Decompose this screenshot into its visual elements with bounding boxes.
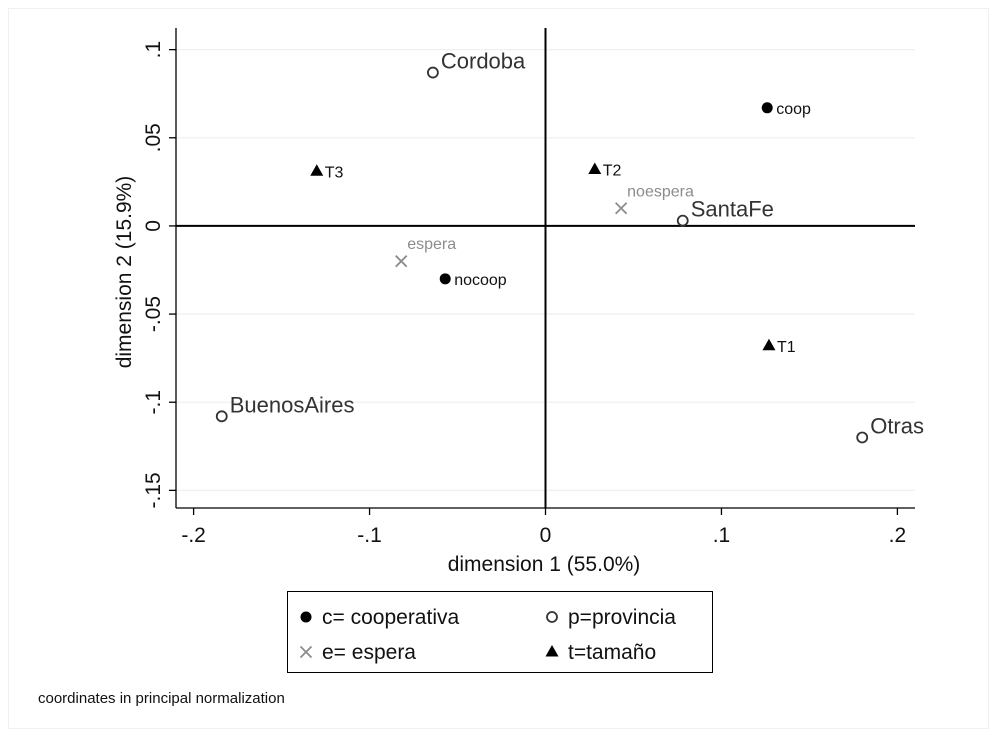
point-label-espera: espera [407,236,456,253]
point-otras [856,431,869,444]
point-espera [395,255,408,268]
legend-label-3: t=tamaño [568,641,656,664]
y-tick-label: .05 [142,123,165,152]
point-label-cordoba: Cordoba [441,49,526,74]
point-santafe [676,214,689,227]
point-label-otras: Otras [870,413,924,438]
x-tick-label: .1 [713,524,731,547]
point-label-t3: T3 [325,164,344,181]
y-tick-label: .1 [142,41,165,59]
reference-lines [176,28,915,508]
y-tick-label: 0 [142,220,165,232]
data-points: coop nocoop Cordoba SantaFe BuenosAires Otras… [215,49,924,444]
x-tick-label: -.2 [181,524,206,547]
point-buenosaires [215,410,228,423]
point-noespera [615,202,628,215]
x-axis-title: dimension 1 (55.0%) [448,553,641,576]
x-tick-label: 0 [540,524,552,547]
x-tick-label: .2 [889,524,907,547]
point-label-t1: T1 [777,339,796,356]
y-tick-label: -.15 [142,472,165,508]
y-tick-label: -.1 [142,390,165,415]
legend-marker-1 [546,611,558,623]
legend-label-0: c= cooperativa [322,606,459,629]
y-axis-title: dimension 2 (15.9%) [113,176,136,369]
axes: .1 .05 0 -.05 -.1 -.15 -.2 -.1 0 .1 .2 [142,28,915,547]
point-t1 [762,338,776,351]
point-label-coop: coop [776,101,811,118]
legend-label-2: e= espera [322,641,416,664]
normalization-note: coordinates in principal normalization [38,690,285,707]
legend-marker-2 [299,645,313,659]
x-tick-label: -.1 [357,524,382,547]
legend-marker-0 [300,611,312,623]
legend: c= cooperativa p=provincia e= espera t=tama… [287,591,713,673]
point-t3 [310,164,324,176]
point-label-t2: T2 [603,163,622,180]
point-coop [761,102,773,114]
point-label-buenosaires: BuenosAires [230,392,355,417]
legend-label-1: p=provincia [568,606,676,629]
point-label-santafe: SantaFe [691,197,774,222]
point-cordoba [426,66,439,79]
legend-box [287,591,713,673]
point-label-noespera: noespera [627,183,694,200]
legend-marker-3 [545,645,559,657]
point-t2 [588,162,602,175]
y-tick-label: -.05 [142,296,165,332]
point-nocoop [439,273,451,285]
point-label-nocoop: nocoop [454,272,507,289]
